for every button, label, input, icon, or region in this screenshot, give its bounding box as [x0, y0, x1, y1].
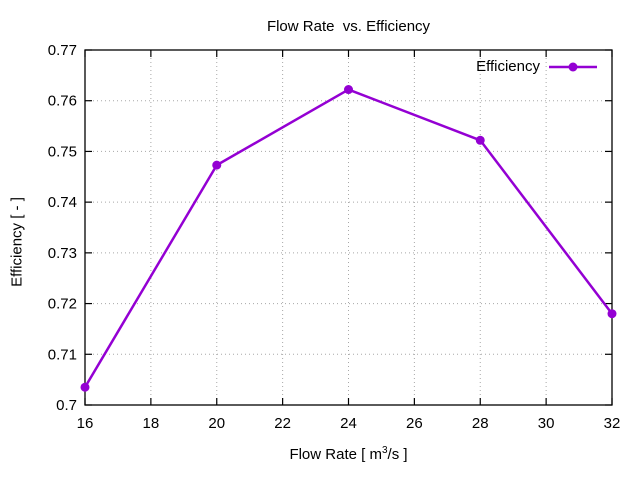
x-tick-label: 24	[340, 415, 357, 432]
data-point-marker	[607, 309, 617, 319]
y-tick-label: 0.77	[48, 42, 77, 59]
x-axis-label-prefix: Flow Rate [ m	[289, 446, 382, 463]
legend: Efficiency	[476, 58, 597, 75]
legend-marker-icon	[568, 62, 578, 71]
chart-title: Flow Rate vs. Efficiency	[266, 18, 431, 35]
legend-label: Efficiency	[476, 58, 540, 75]
x-tick-label: 30	[538, 415, 555, 432]
x-axis-label: Flow Rate [ m3/s ]	[85, 445, 612, 464]
legend-line-sample	[549, 62, 597, 71]
y-axis-label: Efficiency [ - ]	[8, 197, 26, 287]
x-tick-label: 28	[472, 415, 489, 432]
data-point-marker	[475, 135, 485, 145]
x-axis-label-superscript: 3	[381, 445, 388, 456]
x-tick-label: 22	[274, 415, 291, 432]
y-tick-label: 0.75	[48, 143, 77, 160]
x-tick-label: 32	[604, 415, 621, 432]
y-tick-label: 0.76	[48, 93, 77, 110]
x-tick-label: 20	[208, 415, 225, 432]
y-tick-label: 0.73	[48, 245, 77, 262]
data-point-marker	[212, 160, 222, 170]
y-tick-label: 0.72	[48, 296, 77, 313]
plot-frame	[84, 49, 613, 406]
y-tick-label: 0.74	[48, 194, 77, 211]
x-tick-label: 18	[143, 415, 160, 432]
x-tick-label: 16	[77, 415, 94, 432]
y-tick-label: 0.7	[56, 397, 77, 414]
x-tick-label: 26	[406, 415, 423, 432]
data-point-marker	[80, 382, 90, 392]
y-tick-label: 0.71	[48, 346, 77, 363]
data-point-marker	[344, 85, 353, 95]
x-axis-label-suffix: /s ]	[387, 446, 408, 463]
